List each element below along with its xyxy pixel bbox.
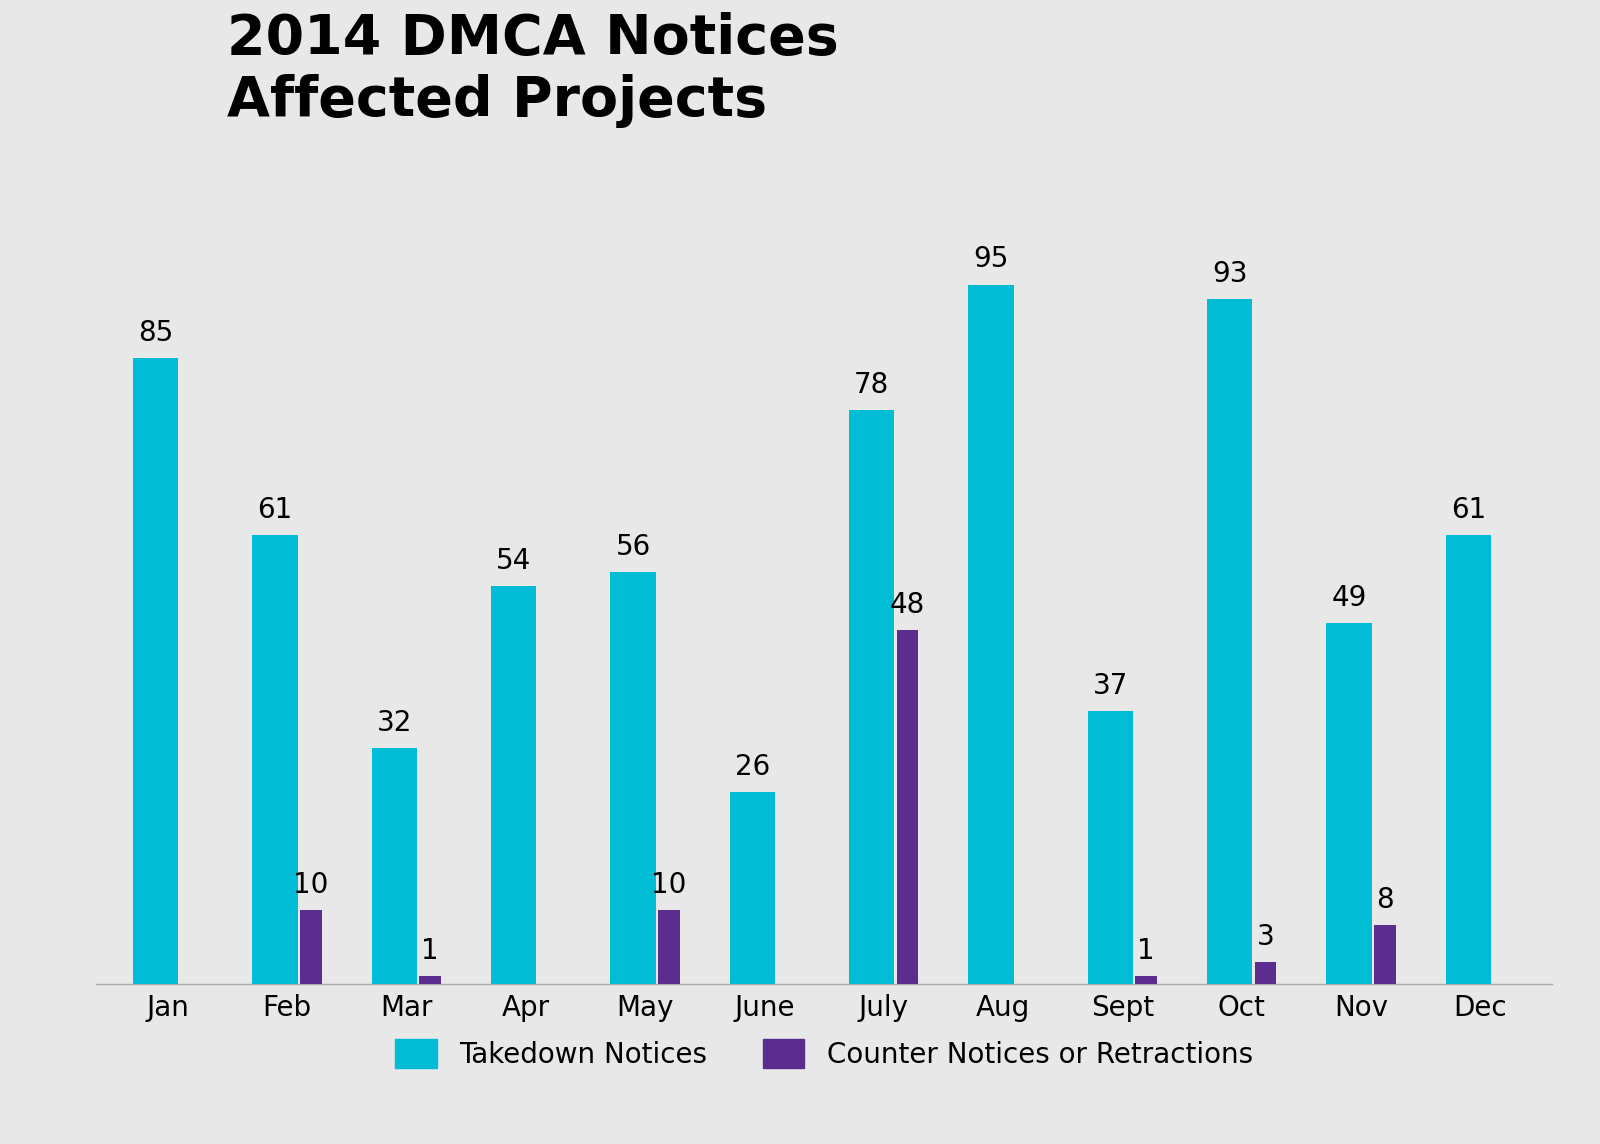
Text: 95: 95 [973, 246, 1008, 273]
Legend: Takedown Notices, Counter Notices or Retractions: Takedown Notices, Counter Notices or Ret… [384, 1028, 1264, 1080]
Bar [968, 285, 1014, 984]
Text: 10: 10 [651, 872, 686, 899]
Bar [1088, 712, 1133, 984]
Text: 61: 61 [258, 495, 293, 524]
Text: 3: 3 [1256, 923, 1275, 951]
Text: 56: 56 [616, 533, 651, 561]
Text: 61: 61 [1451, 495, 1486, 524]
Bar [419, 977, 442, 984]
Text: 8: 8 [1376, 885, 1394, 914]
Text: 1: 1 [1138, 937, 1155, 966]
Text: 78: 78 [854, 371, 890, 398]
Text: 1: 1 [421, 937, 438, 966]
Text: 85: 85 [138, 319, 173, 347]
Bar [730, 793, 774, 984]
Bar [1446, 534, 1491, 984]
Text: 2014 DMCA Notices
Affected Projects: 2014 DMCA Notices Affected Projects [227, 13, 838, 128]
Text: 32: 32 [376, 709, 413, 737]
Bar [1254, 962, 1277, 984]
Text: 26: 26 [734, 754, 770, 781]
Text: 93: 93 [1213, 260, 1248, 288]
Bar [1374, 925, 1395, 984]
Bar [850, 410, 894, 984]
Text: 48: 48 [890, 591, 925, 619]
Bar [610, 572, 656, 984]
Bar [371, 748, 418, 984]
Bar [898, 630, 918, 984]
Bar [133, 358, 178, 984]
Bar [253, 534, 298, 984]
Bar [301, 911, 322, 984]
Bar [658, 911, 680, 984]
Text: 49: 49 [1331, 585, 1366, 612]
Bar [491, 587, 536, 984]
Bar [1136, 977, 1157, 984]
Bar [1326, 623, 1371, 984]
Bar [1206, 300, 1253, 984]
Text: 10: 10 [293, 872, 328, 899]
Text: 54: 54 [496, 547, 531, 575]
Text: 37: 37 [1093, 673, 1128, 700]
